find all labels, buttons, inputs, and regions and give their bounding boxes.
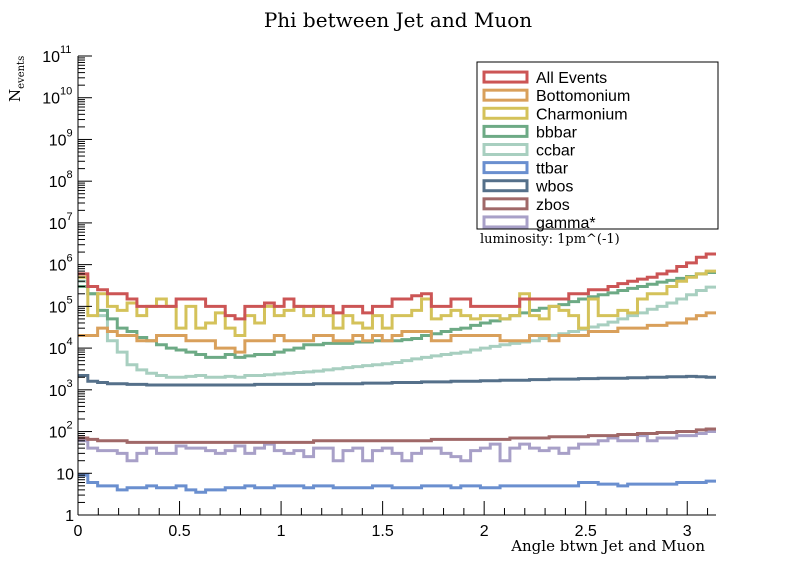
svg-text:10: 10	[49, 132, 67, 149]
legend-entry: ccbar	[482, 143, 576, 160]
legend-swatch	[482, 179, 529, 193]
x-tick-label: 3	[683, 523, 692, 540]
axes-layer	[77, 55, 716, 516]
svg-text:Nevents: Nevents	[6, 56, 27, 102]
svg-text:4: 4	[67, 336, 73, 348]
svg-text:2: 2	[67, 420, 73, 432]
legend-label: Bottomonium	[536, 88, 630, 105]
x-tick-label: 1.5	[371, 523, 393, 540]
svg-text:10: 10	[42, 49, 60, 66]
svg-text:10: 10	[49, 174, 67, 191]
y-tick-label: 10 11	[42, 44, 71, 66]
y-tick-label: 10	[56, 466, 74, 483]
svg-text:10: 10	[56, 466, 74, 483]
legend-swatch	[482, 106, 529, 120]
series-layer	[78, 252, 716, 494]
legend-swatch	[482, 161, 529, 175]
svg-text:11: 11	[60, 44, 71, 56]
x-axis-label: Angle btwn Jet and Muon	[510, 537, 705, 555]
svg-text:10: 10	[49, 299, 67, 316]
y-axis-label-sub: events	[16, 56, 27, 89]
svg-text:10: 10	[60, 86, 72, 98]
series-ccbar-line	[78, 279, 716, 379]
series-zbos-line	[78, 427, 716, 444]
legend-label: bbbar	[536, 124, 578, 141]
x-tick-labels: 0 0.5 1 1.5 2 2.5 3	[74, 523, 692, 540]
svg-text:6: 6	[67, 253, 73, 265]
series-all-events-line	[78, 252, 716, 321]
y-axis-label: Nevents	[6, 56, 27, 102]
x-tick-label: 0	[74, 523, 83, 540]
y-tick-label: 10 6	[49, 253, 73, 275]
legend-swatch	[482, 143, 529, 156]
series-wbos-line	[78, 374, 716, 387]
y-tick-label: 10 9	[49, 127, 73, 149]
svg-text:10: 10	[49, 425, 67, 442]
series-bbbar-line	[78, 270, 716, 359]
svg-text:10: 10	[49, 383, 67, 400]
legend-entry: ttbar	[482, 161, 569, 178]
legend-label: gamma*	[536, 215, 596, 232]
chart-title: Phi between Jet and Muon	[264, 8, 532, 32]
y-tick-label: 10 4	[49, 336, 73, 358]
legend-swatch	[482, 124, 529, 138]
legend-entry: bbbar	[482, 124, 578, 141]
x-tick-label: 2	[480, 523, 489, 540]
x-tick-label: 2.5	[575, 523, 597, 540]
svg-text:9: 9	[67, 127, 73, 139]
svg-text:10: 10	[49, 341, 67, 358]
legend-swatch	[482, 215, 529, 229]
svg-text:8: 8	[67, 169, 73, 181]
series-ttbar-line	[78, 473, 716, 494]
legend-entry: Bottomonium	[482, 88, 630, 105]
legend-label: ccbar	[536, 143, 576, 160]
svg-text:7: 7	[67, 211, 73, 223]
svg-text:1: 1	[65, 508, 74, 525]
legend-entry: Charmonium	[482, 106, 628, 123]
series-charmonium-line	[78, 269, 716, 338]
y-tick-label: 10 2	[49, 420, 73, 442]
y-tick-label: 10 8	[49, 169, 73, 191]
legend-label: ttbar	[536, 161, 569, 178]
y-axis-label-main: N	[6, 89, 24, 102]
series-bottomonium-line	[78, 311, 716, 354]
legend-entry: zbos	[482, 197, 570, 214]
x-tick-label: 0.5	[168, 523, 190, 540]
svg-text:10: 10	[49, 258, 67, 275]
legend-label: wbos	[535, 179, 573, 196]
legend-entry: gamma*	[482, 215, 596, 232]
legend-entry: All Events	[482, 70, 607, 87]
legend-label: All Events	[536, 70, 607, 87]
x-tick-label: 1	[277, 523, 286, 540]
svg-text:10: 10	[49, 216, 67, 233]
y-tick-label: 10 10	[42, 86, 72, 108]
svg-text:10: 10	[42, 91, 60, 108]
legend-swatch	[482, 70, 529, 84]
series-gamma-line	[78, 430, 716, 463]
legend-swatch	[482, 197, 529, 211]
legend-swatch	[482, 88, 529, 102]
y-tick-label: 1	[65, 508, 74, 525]
legend-label: zbos	[536, 197, 570, 214]
svg-text:5: 5	[67, 294, 73, 306]
y-tick-label: 10 5	[49, 294, 73, 316]
legend-label: Charmonium	[536, 106, 628, 123]
legend-entry: wbos	[482, 179, 573, 196]
luminosity-annotation: luminosity: 1pm^(-1)	[480, 232, 620, 247]
y-tick-label: 10 7	[49, 211, 73, 233]
svg-text:3: 3	[67, 378, 73, 390]
y-tick-label: 10 3	[49, 378, 73, 400]
